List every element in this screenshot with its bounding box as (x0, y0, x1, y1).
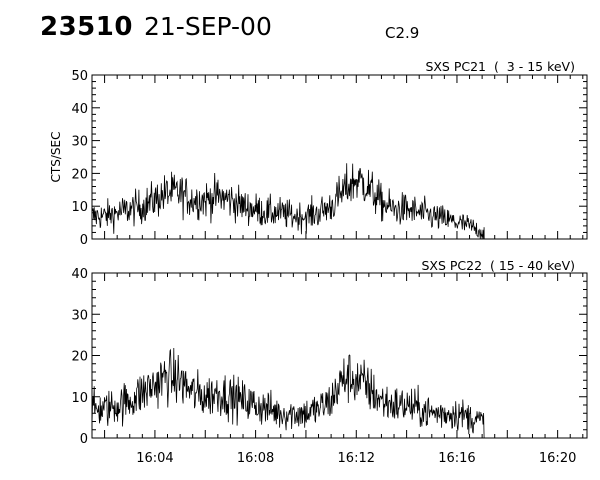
x-tick-label: 16:08 (237, 451, 274, 466)
panel-pc21: SXS PC21 ( 3 - 15 keV) CTS/SEC 0 10 20 30 40… (49, 59, 588, 248)
y-axis-label: CTS/SEC (49, 132, 63, 183)
flare-class: C2.9 (385, 24, 420, 42)
y-tick-label: 10 (71, 200, 88, 215)
y-tick-label: 0 (80, 233, 88, 248)
plot-frame (91, 272, 588, 439)
x-tick-labels: 16:04 16:08 16:12 16:16 16:20 (136, 451, 576, 466)
x-ticks (91, 75, 584, 239)
y-tick-label: 0 (80, 432, 88, 447)
y-tick-label: 40 (71, 267, 88, 282)
y-tick-label: 20 (71, 350, 88, 365)
x-tick-label: 16:04 (136, 451, 173, 466)
y-tick-label: 30 (71, 308, 88, 323)
x-tick-label: 16:12 (338, 451, 375, 466)
panel-title: SXS PC22 ( 15 - 40 keV) (421, 258, 575, 273)
y-ticks: 0 10 20 30 40 (71, 267, 587, 447)
x-tick-label: 16:20 (539, 451, 576, 466)
event-date: 21-SEP-00 (144, 12, 272, 41)
panel-title: SXS PC21 ( 3 - 15 keV) (425, 59, 575, 74)
y-tick-label: 40 (71, 102, 88, 117)
y-tick-label: 50 (71, 69, 88, 84)
y-tick-label: 30 (71, 135, 88, 150)
plot-frame (91, 74, 588, 240)
y-ticks: 0 10 20 30 40 50 (71, 69, 587, 248)
y-tick-label: 20 (71, 167, 88, 182)
y-tick-label: 10 (71, 391, 88, 406)
x-ticks (91, 273, 584, 438)
series-line (91, 163, 485, 240)
series-line (91, 347, 485, 439)
x-tick-label: 16:16 (438, 451, 475, 466)
event-id: 23510 (40, 12, 133, 42)
